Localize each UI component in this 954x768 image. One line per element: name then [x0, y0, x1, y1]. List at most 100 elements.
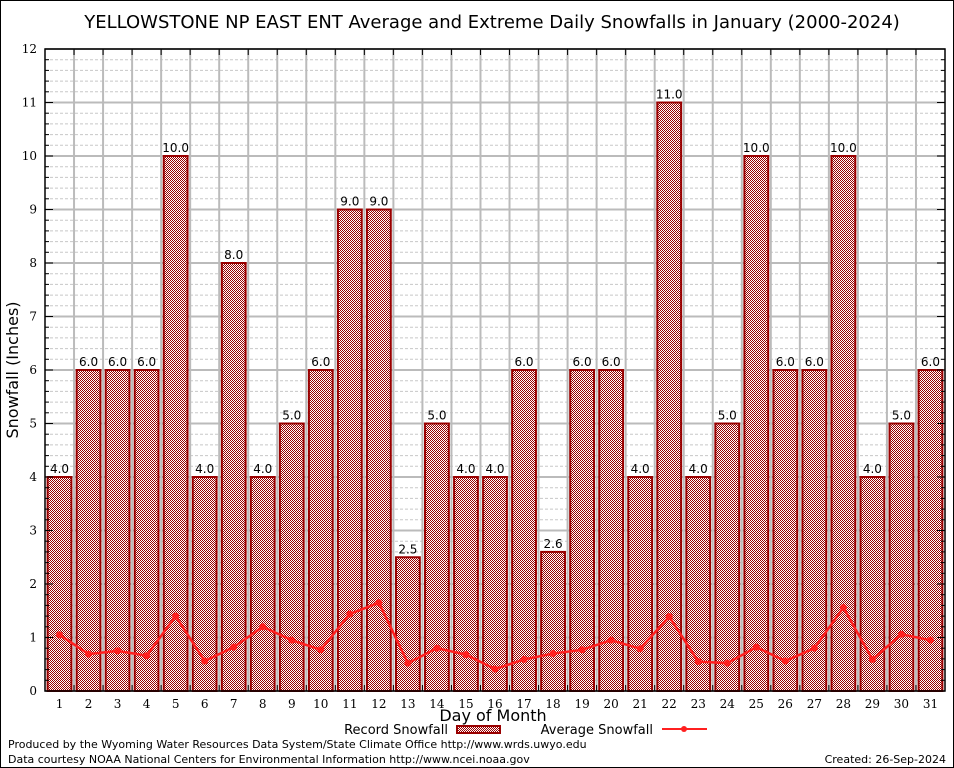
average-point-day-12: [375, 599, 383, 607]
average-point-day-14: [433, 644, 441, 652]
x-tick-label-2: 2: [85, 697, 93, 711]
y-tick-label-1: 1: [29, 631, 37, 645]
average-point-day-21: [636, 645, 644, 653]
record-bar-day-25: [743, 155, 770, 692]
y-tick-label-10: 10: [22, 149, 37, 163]
bar-label-day-31: 6.0: [921, 355, 940, 369]
x-tick-label-23: 23: [691, 697, 706, 711]
bar-label-day-21: 4.0: [631, 462, 650, 476]
y-tick-label-5: 5: [29, 417, 37, 431]
footer-data-courtesy: Data courtesy NOAA National Centers for …: [8, 753, 530, 766]
bar-label-day-23: 4.0: [689, 462, 708, 476]
y-tick-label-4: 4: [29, 470, 37, 484]
record-bar-day-7: [220, 262, 247, 692]
bar-label-day-9: 5.0: [282, 409, 301, 423]
x-tick-label-18: 18: [545, 697, 560, 711]
record-bar-day-16: [482, 476, 508, 692]
x-tick-label-5: 5: [172, 697, 180, 711]
x-tick-label-24: 24: [720, 697, 736, 711]
y-tick-label-6: 6: [29, 363, 37, 377]
y-tick-label-7: 7: [29, 310, 37, 324]
average-point-day-18: [549, 650, 557, 658]
y-tick-label-0: 0: [29, 684, 37, 698]
average-point-day-25: [752, 643, 760, 651]
legend: Record Snowfall Average Snowfall: [344, 723, 707, 738]
x-tick-label-29: 29: [865, 697, 880, 711]
average-point-day-19: [578, 646, 586, 654]
bar-label-day-27: 6.0: [805, 355, 824, 369]
x-axis-label: Day of Month: [439, 706, 546, 725]
average-point-day-7: [230, 643, 238, 651]
x-tick-label-12: 12: [371, 697, 386, 711]
x-tick-label-22: 22: [662, 697, 677, 711]
y-tick-label-12: 12: [22, 42, 37, 56]
x-tick-label-30: 30: [894, 697, 909, 711]
x-tick-label-25: 25: [749, 697, 764, 711]
record-bar-day-8: [249, 476, 276, 692]
record-bar-day-24: [714, 422, 741, 692]
x-tick-label-10: 10: [313, 697, 328, 711]
y-tick-label-8: 8: [29, 256, 37, 270]
chart-title: YELLOWSTONE NP EAST ENT Average and Extr…: [83, 12, 900, 33]
bar-label-day-24: 5.0: [718, 409, 737, 423]
x-tick-label-14: 14: [429, 697, 445, 711]
y-tick-label-9: 9: [29, 203, 37, 217]
x-tick-label-15: 15: [458, 697, 473, 711]
bar-label-day-17: 6.0: [514, 355, 533, 369]
average-line: [56, 599, 934, 673]
record-bar-day-2: [75, 369, 102, 692]
footer-created-date: Created: 26-Sep-2024: [825, 753, 946, 766]
x-tick-label-3: 3: [114, 697, 122, 711]
average-point-day-11: [346, 610, 354, 618]
bar-label-day-12: 9.0: [369, 195, 388, 209]
record-bar-day-26: [772, 369, 799, 692]
legend-average-label: Average Snowfall: [541, 723, 653, 738]
bar-label-day-4: 6.0: [137, 355, 156, 369]
x-tick-label-27: 27: [807, 697, 822, 711]
bar-label-day-3: 6.0: [108, 355, 127, 369]
average-point-day-16: [491, 665, 499, 673]
x-tick-label-6: 6: [201, 697, 209, 711]
bar-label-day-22: 11.0: [656, 88, 683, 102]
axes: [44, 48, 946, 692]
bar-label-day-28: 10.0: [830, 141, 857, 155]
average-point-day-4: [143, 652, 151, 660]
bar-label-day-8: 4.0: [253, 462, 272, 476]
x-tick-labels: 1 2 3 4 5 6 7 8 9 10 11 12 13 14 15 16 17 18 19 20 21 22 23 24 2…: [56, 697, 938, 711]
average-point-day-20: [607, 636, 615, 644]
average-point-day-22: [665, 613, 673, 621]
bar-label-day-20: 6.0: [602, 355, 621, 369]
average-point-day-2: [85, 650, 93, 658]
x-tick-label-13: 13: [400, 697, 415, 711]
x-tick-label-21: 21: [633, 697, 648, 711]
x-tick-label-19: 19: [574, 697, 589, 711]
average-point-day-15: [462, 651, 470, 659]
average-point-day-6: [201, 657, 209, 665]
bar-label-day-2: 6.0: [79, 355, 98, 369]
y-tick-label-3: 3: [29, 524, 37, 538]
bar-label-day-18: 2.6: [544, 537, 563, 551]
average-point-day-5: [172, 612, 180, 620]
record-bar-day-13: [395, 556, 421, 692]
average-point-day-9: [288, 636, 296, 644]
record-bar-day-5: [162, 155, 189, 692]
bar-label-day-13: 2.5: [398, 542, 417, 556]
bar-label-day-16: 4.0: [485, 462, 504, 476]
footer-produced-by: Produced by the Wyoming Water Resources …: [8, 738, 587, 751]
record-bar-day-22: [656, 101, 683, 692]
average-point-day-10: [317, 646, 325, 654]
average-point-day-24: [723, 659, 731, 667]
x-tick-label-11: 11: [342, 697, 357, 711]
bar-label-day-11: 9.0: [340, 195, 359, 209]
record-bars: [46, 101, 944, 693]
average-point-day-27: [810, 644, 818, 652]
y-tick-label-2: 2: [29, 577, 37, 591]
average-point-day-26: [781, 657, 789, 665]
legend-average-marker: [681, 726, 687, 732]
record-bar-day-30: [888, 422, 915, 692]
legend-record-swatch: [456, 725, 501, 734]
bar-label-day-1: 4.0: [50, 462, 69, 476]
bar-label-day-14: 5.0: [427, 409, 446, 423]
record-bar-day-17: [511, 369, 537, 692]
